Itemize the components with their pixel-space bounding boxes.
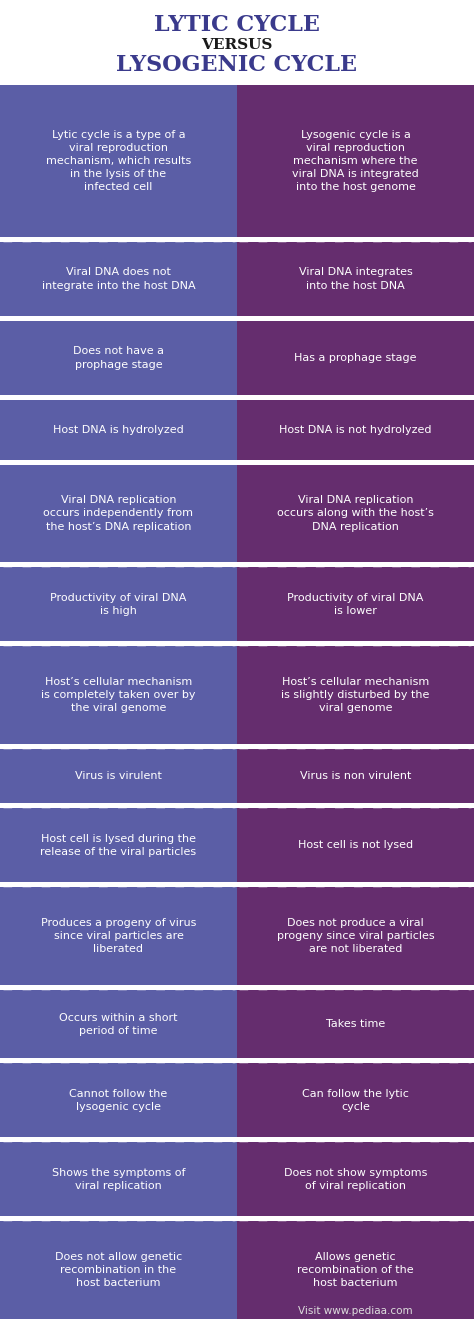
Bar [0,646,237,744]
Bar [237,85,474,237]
Text: Does not allow genetic
recombination in the
host bacterium: Does not allow genetic recombination in … [55,1253,182,1288]
Bar [0,749,237,804]
Text: LYSOGENIC CYCLE: LYSOGENIC CYCLE [117,54,357,75]
Bar [0,1063,237,1137]
Text: Host DNA is hydrolyzed: Host DNA is hydrolyzed [53,425,184,434]
Bar [0,809,237,882]
Bar [0,400,237,459]
Text: Host cell is lysed during the
release of the viral particles: Host cell is lysed during the release of… [40,834,197,857]
Bar [237,320,474,395]
Text: Viral DNA does not
integrate into the host DNA: Viral DNA does not integrate into the ho… [42,267,195,291]
Text: VERSUS: VERSUS [201,38,273,52]
Text: Does not have a
prophage stage: Does not have a prophage stage [73,347,164,369]
Bar [237,465,474,563]
Text: Shows the symptoms of
viral replication: Shows the symptoms of viral replication [52,1168,185,1190]
Text: Does not show symptoms
of viral replication: Does not show symptoms of viral replicat… [284,1168,427,1190]
Text: Host’s cellular mechanism
is slightly disturbed by the
viral genome: Host’s cellular mechanism is slightly di… [281,677,430,714]
Bar [237,1143,474,1217]
Bar [237,1221,474,1319]
Text: Host cell is not lysed: Host cell is not lysed [298,841,413,850]
Bar [0,465,237,563]
Text: Viral DNA replication
occurs along with the host’s
DNA replication: Viral DNA replication occurs along with … [277,495,434,532]
Text: Occurs within a short
period of time: Occurs within a short period of time [59,1013,178,1035]
Bar [0,990,237,1058]
Text: Host’s cellular mechanism
is completely taken over by
the viral genome: Host’s cellular mechanism is completely … [41,677,196,714]
Bar [0,1221,237,1319]
Text: Lysogenic cycle is a
viral reproduction
mechanism where the
viral DNA is integra: Lysogenic cycle is a viral reproduction … [292,130,419,192]
Text: Viral DNA replication
occurs independently from
the host’s DNA replication: Viral DNA replication occurs independent… [44,495,193,532]
Bar [237,1063,474,1137]
Bar [237,887,474,985]
Text: Does not produce a viral
progeny since viral particles
are not liberated: Does not produce a viral progeny since v… [277,918,434,955]
Bar [237,646,474,744]
Text: Produces a progeny of virus
since viral particles are
liberated: Produces a progeny of virus since viral … [41,918,196,955]
Bar [0,242,237,316]
Text: Has a prophage stage: Has a prophage stage [294,354,417,363]
Text: Can follow the lytic
cycle: Can follow the lytic cycle [302,1088,409,1112]
Text: Productivity of viral DNA
is lower: Productivity of viral DNA is lower [287,593,424,616]
Bar [0,1143,237,1217]
Text: Host DNA is not hydrolyzed: Host DNA is not hydrolyzed [279,425,432,434]
Bar [237,749,474,804]
Text: Lytic cycle is a type of a
viral reproduction
mechanism, which results
in the ly: Lytic cycle is a type of a viral reprodu… [46,130,191,192]
Bar [0,320,237,395]
Text: Viral DNA integrates
into the host DNA: Viral DNA integrates into the host DNA [299,267,412,291]
Text: Cannot follow the
lysogenic cycle: Cannot follow the lysogenic cycle [69,1088,168,1112]
Bar [237,400,474,459]
Bar [0,568,237,641]
Bar [237,809,474,882]
Text: Takes time: Takes time [326,1019,385,1029]
Bar [0,85,237,237]
Text: Visit www.pediaa.com: Visit www.pediaa.com [298,1305,413,1316]
Text: LYTIC CYCLE: LYTIC CYCLE [154,15,320,36]
Text: Virus is non virulent: Virus is non virulent [300,771,411,781]
Bar [237,242,474,316]
Text: Allows genetic
recombination of the
host bacterium: Allows genetic recombination of the host… [297,1253,414,1288]
Bar [237,990,474,1058]
Bar [237,568,474,641]
Text: Virus is virulent: Virus is virulent [75,771,162,781]
Bar [0,887,237,985]
Text: Productivity of viral DNA
is high: Productivity of viral DNA is high [50,593,187,616]
